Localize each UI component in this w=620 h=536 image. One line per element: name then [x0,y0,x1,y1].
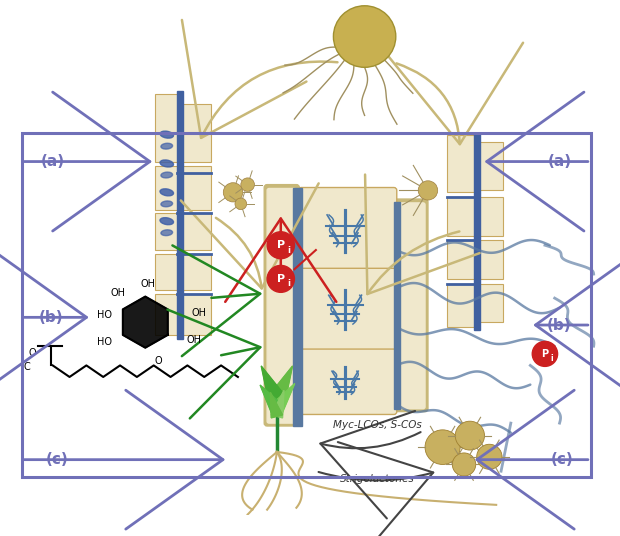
Ellipse shape [160,218,174,225]
Bar [182,254,211,291]
Text: OH: OH [187,336,202,345]
Bar [448,197,475,236]
Circle shape [425,430,460,465]
Bar [479,284,503,322]
Text: C: C [24,362,30,372]
Ellipse shape [160,160,174,167]
Text: (a): (a) [41,154,64,169]
FancyBboxPatch shape [298,269,397,351]
Bar [182,213,211,250]
Text: (b): (b) [38,310,63,325]
Text: O: O [29,348,36,358]
Ellipse shape [161,172,172,178]
FancyBboxPatch shape [298,349,397,414]
Polygon shape [261,366,285,403]
Text: HO: HO [97,310,112,320]
Text: HO: HO [97,337,112,347]
Bar [474,133,480,330]
Text: Strigolactones: Strigolactones [340,474,415,484]
Text: (b): (b) [547,317,572,332]
Bar [448,284,475,327]
FancyBboxPatch shape [393,199,428,412]
Polygon shape [123,296,168,348]
Bar [155,294,179,334]
Polygon shape [269,366,293,403]
Bar [448,135,475,192]
Bar [155,166,179,210]
Text: i: i [287,279,290,288]
Text: i: i [287,245,290,255]
FancyBboxPatch shape [267,189,296,423]
Text: OH: OH [192,308,206,318]
Bar [182,294,211,334]
Bar [182,166,211,210]
Circle shape [223,183,243,202]
Bar [479,197,503,236]
Polygon shape [260,385,283,413]
Circle shape [241,178,254,191]
Text: (c): (c) [46,452,69,467]
Text: P: P [541,349,549,359]
Bar [394,202,400,408]
Circle shape [455,421,484,450]
Circle shape [477,444,502,470]
Polygon shape [271,390,284,418]
Bar [448,241,475,279]
Ellipse shape [161,143,172,149]
Circle shape [267,232,294,259]
Bar [182,104,211,161]
Text: OH: OH [141,279,156,289]
FancyBboxPatch shape [396,203,425,408]
Circle shape [334,6,396,68]
Circle shape [235,198,247,210]
Ellipse shape [161,201,172,207]
Polygon shape [272,383,294,413]
Circle shape [267,265,294,292]
Ellipse shape [160,131,174,138]
Text: (c): (c) [551,452,574,467]
Text: Myc-LCOs, S-COs: Myc-LCOs, S-COs [333,420,422,430]
Circle shape [418,181,438,200]
FancyBboxPatch shape [264,184,299,426]
Circle shape [453,453,476,476]
Ellipse shape [160,189,174,196]
FancyBboxPatch shape [298,188,397,270]
Bar [293,188,302,426]
Bar [177,91,184,339]
Bar [155,254,179,291]
Text: P: P [277,274,285,284]
Bar [479,241,503,279]
Text: P: P [277,240,285,250]
Bar [479,143,503,190]
Polygon shape [270,392,283,418]
Bar [155,213,179,250]
Circle shape [532,341,557,367]
Text: OH: OH [110,288,125,298]
Text: i: i [551,354,553,363]
Bar [22,133,591,477]
Ellipse shape [161,230,172,236]
Bar [155,94,179,161]
Text: O: O [154,355,162,366]
Text: (a): (a) [547,154,572,169]
